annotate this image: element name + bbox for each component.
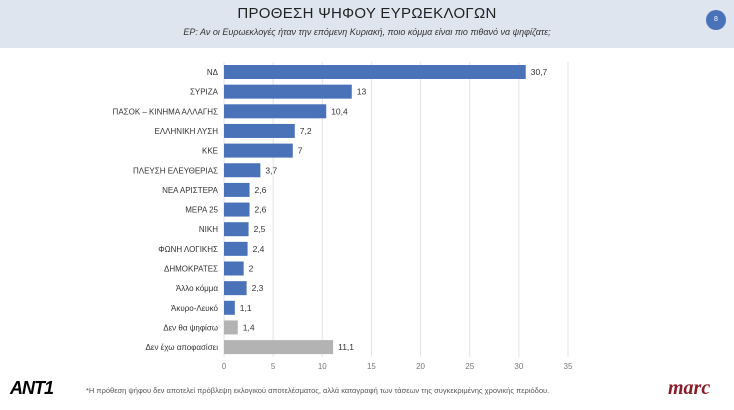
category-label: ΜΕΡΑ 25: [185, 206, 218, 215]
category-label: ΣΥΡΙΖΑ: [190, 88, 219, 97]
x-tick-label: 20: [416, 362, 425, 371]
value-label: 2,6: [255, 205, 267, 215]
value-label: 11,1: [338, 342, 354, 352]
x-tick-label: 10: [318, 362, 327, 371]
x-tick-label: 5: [271, 362, 276, 371]
bar: [224, 222, 249, 237]
value-label: 7,2: [300, 126, 312, 136]
category-label: Άλλο κόμμα: [176, 284, 218, 293]
value-label: 10,4: [331, 106, 348, 116]
category-label: ΚΚΕ: [202, 147, 218, 156]
marc-logo: marc: [668, 377, 711, 399]
value-label: 2,6: [255, 185, 267, 195]
bar: [224, 104, 327, 119]
bar: [224, 300, 235, 315]
x-tick-label: 15: [367, 362, 376, 371]
category-label: ΝΙΚΗ: [199, 225, 218, 234]
question-subtitle: ΕΡ: Αν οι Ευρωεκλογές ήταν την επόμενη Κ…: [183, 27, 551, 37]
bar: [224, 84, 352, 99]
value-label: 30,7: [531, 67, 548, 77]
bar: [224, 143, 293, 158]
bar: [224, 261, 244, 276]
category-label: Άκυρο-Λευκό: [171, 304, 219, 313]
value-label: 3,7: [265, 165, 277, 175]
category-label: ΕΛΛΗΝΙΚΗ ΛΥΣΗ: [154, 127, 218, 136]
category-label: ΝΕΑ ΑΡΙΣΤΕΡΑ: [162, 186, 219, 195]
bar: [224, 65, 526, 79]
bar: [224, 163, 261, 178]
value-label: 13: [357, 87, 367, 97]
bar: [224, 182, 250, 197]
category-label: ΠΑΣΟΚ – ΚΙΝΗΜΑ ΑΛΛΑΓΗΣ: [113, 107, 219, 116]
value-label: 1,4: [243, 322, 255, 332]
bar: [224, 340, 334, 355]
x-tick-label: 35: [564, 362, 573, 371]
value-label: 7: [298, 146, 303, 156]
value-label: 1,1: [240, 303, 252, 313]
bar: [224, 202, 250, 217]
bar: [224, 123, 295, 138]
bar: [224, 281, 247, 296]
ant1-logo: ANT1: [10, 378, 54, 398]
category-label: ΦΩΝΗ ΛΟΓΙΚΗΣ: [158, 245, 218, 254]
x-tick-label: 25: [465, 362, 474, 371]
value-label: 2,4: [253, 244, 265, 254]
footer-note: *Η πρόθεση ψήφου δεν αποτελεί πρόβλεψη ε…: [86, 386, 550, 395]
category-label: Δεν θα ψηφίσω: [163, 323, 218, 332]
page-number-badge: 8: [706, 10, 726, 30]
category-label: Δεν έχω αποφασίσει: [146, 343, 219, 352]
value-label: 2,3: [252, 283, 264, 293]
value-label: 2,5: [254, 224, 266, 234]
x-tick-label: 30: [514, 362, 523, 371]
category-label: ΠΛΕΥΣΗ ΕΛΕΥΘΕΡΙΑΣ: [133, 166, 218, 175]
page-title: ΠΡΟΘΕΣΗ ΨΗΦΟΥ ΕΥΡΩΕΚΛΟΓΩΝ: [237, 5, 497, 22]
value-label: 2: [249, 264, 254, 274]
category-label: ΔΗΜΟΚΡΑΤΕΣ: [164, 265, 218, 274]
category-label: ΝΔ: [207, 68, 219, 77]
x-tick-label: 0: [222, 362, 227, 371]
header-band: ΠΡΟΘΕΣΗ ΨΗΦΟΥ ΕΥΡΩΕΚΛΟΓΩΝ ΕΡ: Αν οι Ευρω…: [0, 0, 734, 48]
bar: [224, 320, 238, 335]
bar-chart: 0 5 10 15 20 25 30 35 ΝΔ 30,7 ΣΥΡΙΖΑ 13 ΠΑΣΟΚ – ΚΙΝΗ…: [113, 62, 573, 371]
bar: [224, 241, 248, 256]
